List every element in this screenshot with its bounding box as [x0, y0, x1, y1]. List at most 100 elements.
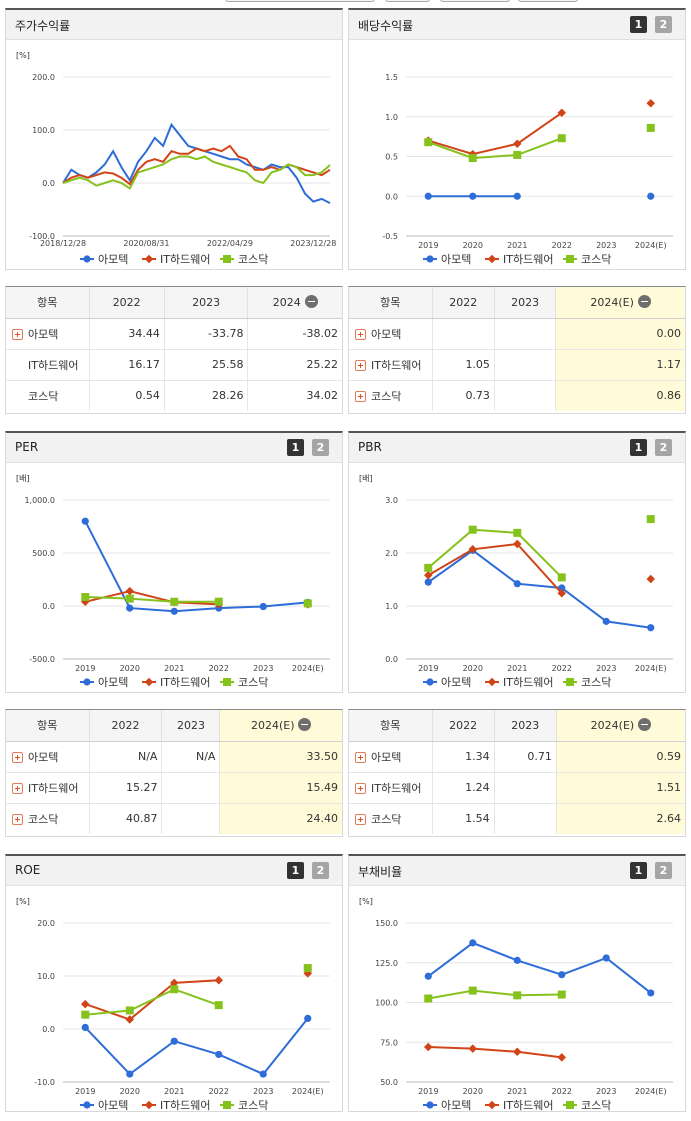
data-point-diamond: [125, 586, 134, 596]
data-point-square: [566, 255, 574, 263]
expand-icon[interactable]: [355, 813, 366, 825]
top-tab[interactable]: [440, 0, 510, 2]
table-dividend: 항목 2022 2023 2024(E) 아모텍 0.00 IT하드웨어 1.0…: [348, 286, 686, 414]
data-point-circle: [424, 578, 432, 586]
y-tick-label: 0.0: [42, 602, 55, 611]
row-name: 아모텍: [28, 327, 59, 341]
series-line: [427, 941, 652, 994]
data-point-diamond: [487, 1100, 497, 1110]
data-point-square: [303, 964, 312, 973]
data-point-diamond: [646, 98, 655, 108]
data-point-circle: [81, 517, 89, 525]
data-point-circle: [426, 255, 434, 263]
view-2-button[interactable]: 2: [655, 862, 672, 879]
expand-icon[interactable]: [12, 328, 23, 340]
data-point-circle: [126, 604, 134, 612]
collapse-icon[interactable]: [638, 718, 652, 732]
expand-icon[interactable]: [355, 328, 366, 340]
expand-icon[interactable]: [12, 751, 23, 763]
cell: 1.24: [431, 771, 495, 803]
x-tick-label: 2024(E): [635, 664, 667, 673]
view-1-button[interactable]: 1: [630, 16, 647, 33]
collapse-icon[interactable]: [637, 295, 651, 309]
data-point-square: [81, 592, 90, 601]
row-name: 코스닥: [371, 389, 402, 403]
col-header: 항목: [6, 710, 89, 742]
data-point-square: [513, 528, 522, 537]
expand-icon[interactable]: [12, 782, 23, 794]
table-per: 항목 2022 2023 2024(E) 아모텍 N/A N/A 33.50 I…: [5, 709, 343, 837]
view-1-button[interactable]: 1: [287, 862, 304, 879]
panel-pbr: PBR 1 2 [배] 3.0 2.0 1.0 0.0 2019 2020 2021 2022 2…: [348, 431, 686, 693]
data-point-square: [646, 123, 655, 132]
y-unit-label: [배]: [16, 474, 30, 483]
data-point-circle: [424, 192, 432, 200]
view-2-button[interactable]: 2: [312, 439, 329, 456]
row-name: IT하드웨어: [371, 781, 422, 795]
view-1-button[interactable]: 1: [630, 439, 647, 456]
y-tick-label: 0.5: [385, 153, 398, 162]
top-tab[interactable]: [225, 0, 375, 2]
row-name: IT하드웨어: [28, 358, 79, 372]
col-header-label: 2024: [272, 296, 301, 310]
y-tick-label: 1,000.0: [24, 496, 55, 505]
data-point-circle: [647, 192, 655, 200]
cell: 15.27: [88, 771, 162, 803]
x-tick-label: 2023: [253, 664, 273, 673]
top-tab[interactable]: [385, 0, 430, 2]
legend-label: 아모텍: [441, 253, 471, 266]
data-point-square: [125, 594, 134, 603]
data-point-square: [214, 1001, 223, 1010]
expand-icon[interactable]: [355, 359, 366, 371]
x-tick-label: 2022/04/29: [207, 239, 253, 248]
y-unit-label: [배]: [359, 474, 373, 483]
data-point-square: [223, 1101, 231, 1109]
panel-title: PER: [15, 440, 39, 454]
expand-icon[interactable]: [355, 751, 366, 763]
legend-label: 코스닥: [238, 1099, 268, 1112]
y-tick-label: -500.0: [29, 655, 55, 664]
y-tick-label: 20.0: [37, 919, 55, 928]
expand-icon[interactable]: [12, 813, 23, 825]
x-tick-label: 2024(E): [292, 664, 324, 673]
x-tick-label: 2020/08/31: [123, 239, 169, 248]
table-row: 아모텍 1.34 0.71 0.59: [349, 741, 685, 772]
top-strip: [0, 0, 691, 6]
x-tick-label: 2024(E): [635, 1087, 667, 1096]
row-label: IT하드웨어: [349, 348, 432, 380]
expand-icon[interactable]: [355, 782, 366, 794]
table-header-row: 항목 2022 2023 2024: [6, 287, 342, 319]
view-2-button[interactable]: 2: [655, 16, 672, 33]
per-chart: [배] 1,000.0 500.0 0.0 -500.0 2019 2020 2021 2022…: [16, 474, 330, 689]
row-label: 아모텍: [349, 741, 432, 772]
data-point-diamond: [144, 254, 154, 264]
series-line: [428, 111, 563, 156]
view-1-button[interactable]: 1: [287, 439, 304, 456]
view-2-button[interactable]: 2: [655, 439, 672, 456]
table-row: 코스닥 40.87 24.40: [6, 802, 342, 834]
legend-label: IT하드웨어: [503, 252, 553, 266]
x-tick-label: 2019: [418, 241, 438, 250]
legend-label: 아모텍: [441, 676, 471, 689]
row-name: 코스닥: [371, 812, 402, 826]
data-point-square: [468, 154, 477, 163]
cell: 25.58: [163, 348, 248, 380]
panel-debt-ratio: 부채비율 1 2 [%] 150.0 125.0 100.0 75.0 50.0 2019 2…: [348, 854, 686, 1112]
series-line: [427, 542, 563, 594]
view-2-button[interactable]: 2: [312, 862, 329, 879]
panel-header: 배당수익률 1 2: [349, 10, 685, 40]
expand-icon[interactable]: [355, 390, 366, 402]
data-point-circle: [647, 989, 655, 997]
data-point-square: [566, 1101, 574, 1109]
view-1-button[interactable]: 1: [630, 862, 647, 879]
collapse-icon[interactable]: [298, 718, 312, 732]
table-pbr: 항목 2022 2023 2024(E) 아모텍 1.34 0.71 0.59 …: [348, 709, 686, 837]
top-tab[interactable]: [518, 0, 578, 2]
pbr-chart: [배] 3.0 2.0 1.0 0.0 2019 2020 2021 2022 2023 2024(…: [359, 474, 673, 689]
series-line: [427, 528, 563, 579]
data-point-circle: [83, 1101, 91, 1109]
collapse-icon[interactable]: [304, 295, 318, 309]
data-point-square: [223, 678, 231, 686]
row-name: 아모텍: [371, 327, 402, 341]
series-line: [427, 137, 563, 160]
